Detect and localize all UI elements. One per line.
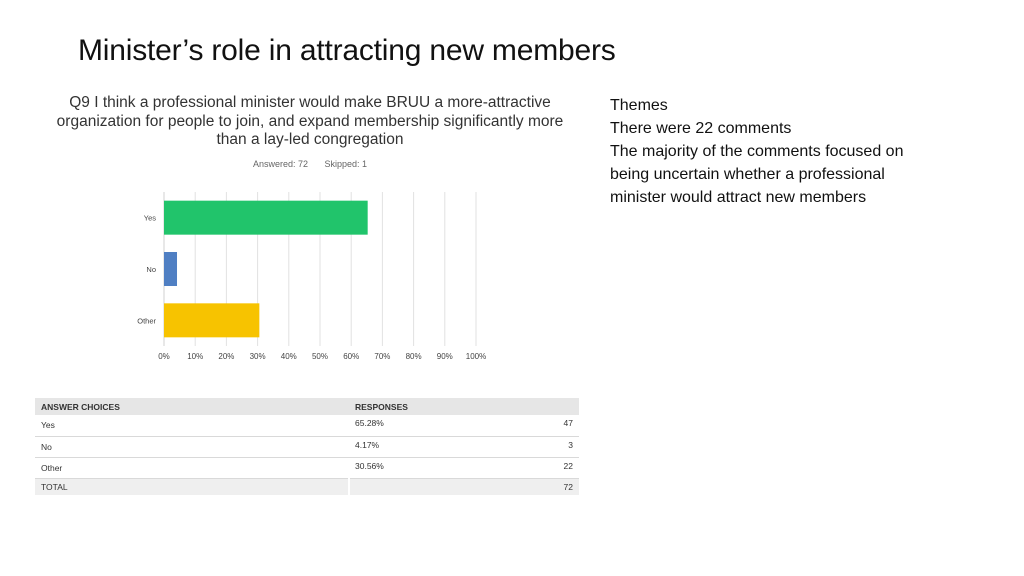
x-tick-label: 100% xyxy=(466,352,486,361)
header-answer-choices: ANSWER CHOICES xyxy=(35,398,349,415)
skipped-count: Skipped: 1 xyxy=(324,159,368,169)
row-percent: 4.17% xyxy=(355,439,380,450)
x-tick-label: 70% xyxy=(374,352,390,361)
table-total-row: TOTAL 72 xyxy=(35,478,579,495)
bar xyxy=(164,200,368,235)
row-percent: 30.56% xyxy=(355,460,384,471)
y-category-label: Other xyxy=(137,316,156,325)
x-tick-label: 40% xyxy=(281,352,297,361)
x-tick-label: 10% xyxy=(187,352,203,361)
x-tick-label: 60% xyxy=(343,352,359,361)
table-row: No 4.17% 3 xyxy=(35,436,579,457)
themes-line: minister would attract new members xyxy=(610,189,867,206)
row-choice: No xyxy=(41,441,52,452)
themes-line: There were 22 comments xyxy=(610,120,792,137)
x-tick-label: 20% xyxy=(218,352,234,361)
answered-count: Answered: 72 xyxy=(252,159,308,169)
slide-title: Minister’s role in attracting new member… xyxy=(78,34,616,67)
table-row: Other 30.56% 22 xyxy=(35,457,579,478)
header-responses: RESPONSES xyxy=(349,398,579,415)
row-percent: 65.28% xyxy=(355,418,384,428)
results-table: ANSWER CHOICES RESPONSES Yes 65.28% 47 N… xyxy=(35,398,579,495)
y-category-label: No xyxy=(146,265,156,274)
themes-line: being uncertain whether a professional xyxy=(610,166,885,183)
bar xyxy=(164,252,178,286)
x-tick-label: 90% xyxy=(437,352,453,361)
x-tick-label: 0% xyxy=(158,352,170,361)
x-tick-label: 50% xyxy=(312,352,328,361)
row-choice: Other xyxy=(41,462,63,473)
themes-panel: Themes There were 22 comments The majori… xyxy=(610,94,990,209)
bar xyxy=(164,303,260,338)
table-header-row: ANSWER CHOICES RESPONSES xyxy=(35,398,579,415)
themes-heading: Themes xyxy=(610,97,668,114)
total-label: TOTAL xyxy=(35,478,350,495)
survey-question: Q9 I think a professional minister would… xyxy=(56,94,564,148)
row-count: 3 xyxy=(568,439,573,450)
response-summary: Answered: 72 Skipped: 1 xyxy=(40,159,580,169)
table-row: Yes 65.28% 47 xyxy=(35,415,579,436)
total-count: 72 xyxy=(563,481,573,492)
row-choice: Yes xyxy=(41,420,55,431)
y-category-label: Yes xyxy=(144,214,156,223)
x-tick-label: 30% xyxy=(250,352,266,361)
x-tick-label: 80% xyxy=(406,352,422,361)
row-count: 47 xyxy=(563,418,573,428)
themes-line: The majority of the comments focused on xyxy=(610,143,904,160)
row-count: 22 xyxy=(563,460,573,471)
